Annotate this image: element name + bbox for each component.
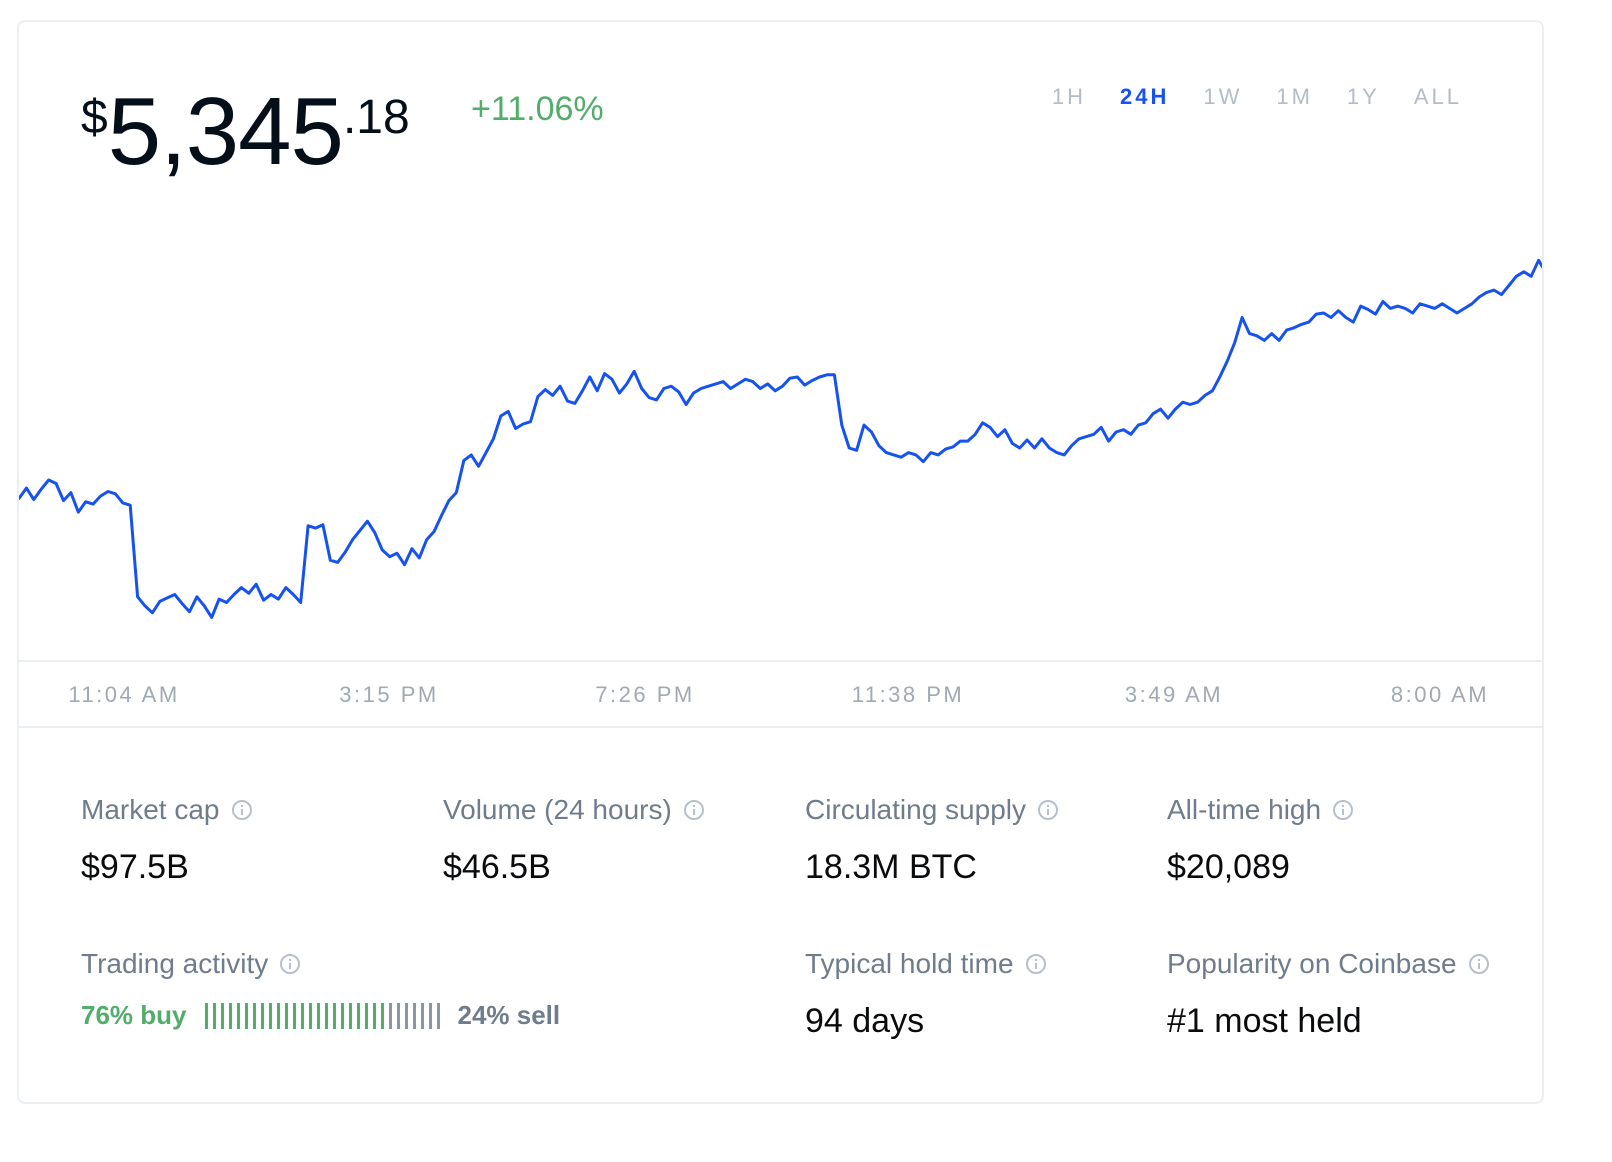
stat-value: #1 most held (1167, 1002, 1362, 1040)
price-whole: 5,345 (107, 78, 344, 185)
buy-bar (308, 1002, 312, 1029)
stat-value: 18.3M BTC (805, 848, 977, 886)
buy-bar (316, 1002, 320, 1029)
stat-all-time-high: All-time high $20,089 (1167, 794, 1354, 887)
stat-value: $20,089 (1167, 848, 1290, 886)
info-icon[interactable] (1333, 800, 1354, 820)
currency-symbol: $ (81, 91, 108, 144)
buy-bar (340, 1002, 344, 1029)
x-tick-label: 3:15 PM (339, 682, 439, 707)
buy-bar (324, 1002, 328, 1029)
price-series-line (19, 258, 1542, 619)
info-icon[interactable] (280, 954, 301, 974)
info-icon[interactable] (1038, 800, 1058, 820)
buy-bar (332, 1002, 336, 1029)
buy-bar (356, 1002, 360, 1029)
x-tick-label: 8:00 AM (1390, 682, 1490, 707)
info-icon[interactable] (683, 800, 704, 820)
stat-label: Typical hold time (805, 948, 1014, 979)
buy-bar (236, 1002, 240, 1029)
buy-bar (268, 1002, 272, 1029)
section-divider (19, 726, 1542, 728)
x-tick-label: 11:04 AM (68, 682, 180, 707)
range-1y[interactable]: 1Y (1346, 84, 1380, 109)
x-tick-label: 3:49 AM (1124, 682, 1224, 707)
sell-bar (420, 1002, 424, 1029)
sell-percent: 24% sell (457, 1000, 561, 1030)
range-1h[interactable]: 1H (1051, 84, 1086, 109)
sell-bar (388, 1002, 392, 1029)
sell-bar (396, 1002, 400, 1029)
stat-value: $46.5B (443, 848, 551, 886)
buy-bar (364, 1002, 368, 1029)
buy-sell-bars (204, 1002, 440, 1030)
buy-bar (348, 1002, 352, 1029)
buy-bar (300, 1002, 304, 1029)
stat-popularity: Popularity on Coinbase #1 most held (1167, 948, 1489, 1041)
stat-label: Circulating supply (805, 794, 1026, 825)
info-icon[interactable] (1468, 954, 1489, 974)
chart-baseline (19, 660, 1542, 662)
price-cents: .18 (342, 91, 410, 144)
stat-hold-time: Typical hold time 94 days (805, 948, 1046, 1041)
info-icon[interactable] (231, 800, 252, 820)
buy-bar (220, 1002, 224, 1029)
time-range-selector: 1H 24H 1W 1M 1Y ALL (1018, 84, 1462, 110)
range-all[interactable]: ALL (1413, 84, 1462, 109)
buy-bar (244, 1002, 248, 1029)
buy-bar (212, 1002, 216, 1029)
sell-bar (428, 1002, 432, 1029)
stat-label: Trading activity (81, 948, 269, 979)
sell-bar (404, 1002, 408, 1029)
price-change-badge: +11.06% (471, 90, 604, 128)
x-tick-label: 11:38 PM (851, 682, 965, 707)
stat-label: All-time high (1167, 794, 1322, 825)
trading-activity-meter: 76% buy 24% sell (81, 1000, 560, 1031)
range-1w[interactable]: 1W (1203, 84, 1243, 109)
stat-volume: Volume (24 hours) $46.5B (443, 794, 704, 887)
stat-label: Market cap (81, 794, 220, 825)
current-price: $ 5,345 .18 (81, 84, 410, 180)
buy-bar (380, 1002, 384, 1029)
range-1m[interactable]: 1M (1276, 84, 1313, 109)
sell-bar (436, 1002, 440, 1029)
buy-bar (252, 1002, 256, 1029)
stat-value: $97.5B (81, 848, 189, 886)
price-card: $ 5,345 .18 +11.06% 1H 24H 1W 1M 1Y ALL … (17, 20, 1544, 1104)
stat-value: 94 days (805, 1002, 925, 1040)
buy-bar (292, 1002, 296, 1029)
buy-bar (204, 1002, 208, 1029)
buy-bar (260, 1002, 264, 1029)
stat-circulating-supply: Circulating supply 18.3M BTC (805, 794, 1058, 887)
stat-trading-activity: Trading activity 76% buy 24% sell (81, 948, 560, 1031)
price-chart[interactable] (19, 22, 1544, 662)
sell-bar (412, 1002, 416, 1029)
range-24h[interactable]: 24H (1120, 84, 1170, 109)
buy-bar (228, 1002, 232, 1029)
stat-market-cap: Market cap $97.5B (81, 794, 252, 887)
buy-bar (284, 1002, 288, 1029)
buy-percent: 76% buy (81, 1000, 187, 1030)
stat-label: Volume (24 hours) (443, 794, 672, 825)
info-icon[interactable] (1025, 954, 1046, 974)
buy-bar (372, 1002, 376, 1029)
x-tick-label: 7:26 PM (595, 682, 695, 707)
buy-bar (276, 1002, 280, 1029)
stat-label: Popularity on Coinbase (1167, 948, 1457, 979)
